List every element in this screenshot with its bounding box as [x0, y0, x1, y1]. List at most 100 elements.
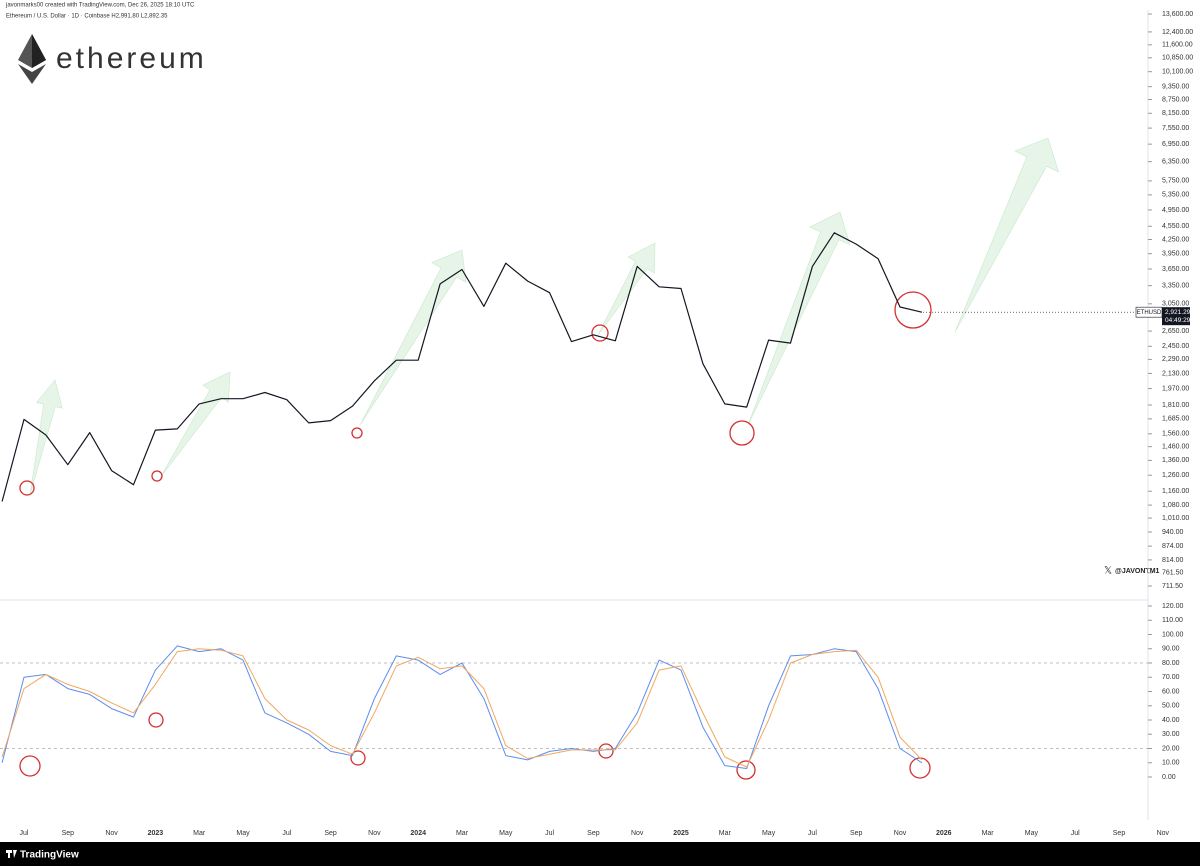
y-tick-label: 711.50 [1162, 583, 1183, 590]
trend-arrow [159, 371, 231, 479]
y-tick-label: 3,650.00 [1162, 266, 1189, 273]
y-tick-label: 80.00 [1162, 660, 1180, 667]
footer-bar [0, 842, 1200, 866]
y-tick-label: 2,290.00 [1162, 356, 1189, 363]
x-tick-label: May [236, 830, 250, 837]
x-tick-label: Mar [719, 830, 732, 837]
y-tick-label: 1,685.00 [1162, 416, 1189, 423]
x-tick-label: May [499, 830, 513, 837]
trend-arrow [29, 379, 63, 496]
x-tick-label: Jul [282, 830, 291, 837]
highlight-circle [351, 427, 363, 439]
trend-arrow [954, 137, 1060, 333]
highlight-circle [148, 712, 164, 728]
x-tick-label: Jul [545, 830, 554, 837]
price-tag-label: 2,921.29 [1165, 309, 1191, 316]
y-tick-label: 940.00 [1162, 529, 1184, 536]
trend-arrow [359, 249, 467, 426]
y-tick-label: 100.00 [1162, 631, 1184, 638]
x-tick-label: Jul [808, 830, 817, 837]
y-tick-label: 2,450.00 [1162, 343, 1189, 350]
y-tick-label: 10.00 [1162, 760, 1180, 767]
x-tick-label: 2023 [148, 830, 164, 837]
y-tick-label: 1,260.00 [1162, 472, 1189, 479]
y-tick-label: 70.00 [1162, 674, 1180, 681]
y-tick-label: 2,650.00 [1162, 328, 1189, 335]
x-tick-label: Nov [105, 830, 118, 837]
x-tick-label: May [762, 830, 776, 837]
y-tick-label: 5,350.00 [1162, 192, 1189, 199]
y-tick-label: 13,600.00 [1162, 11, 1193, 18]
trend-arrow [747, 211, 851, 426]
y-tick-label: 9,350.00 [1162, 83, 1189, 90]
y-tick-label: 90.00 [1162, 646, 1180, 653]
symbol-tag-label: ETHUSD [1137, 310, 1162, 316]
tv-logo [6, 850, 17, 858]
y-tick-label: 120.00 [1162, 603, 1184, 610]
y-tick-label: 1,010.00 [1162, 515, 1189, 522]
trend-arrow [597, 242, 656, 336]
x-tick-label: Sep [62, 830, 75, 837]
x-tick-label: Mar [193, 830, 206, 837]
y-tick-label: 40.00 [1162, 717, 1180, 724]
countdown-label: 04:49:29 [1165, 317, 1191, 324]
x-tick-label: Jul [20, 830, 29, 837]
x-tick-label: Sep [587, 830, 600, 837]
x-tick-label: Nov [1157, 830, 1170, 837]
x-tick-label: Nov [894, 830, 907, 837]
x-tick-label: 2026 [936, 830, 952, 837]
x-tick-label: Nov [631, 830, 644, 837]
y-tick-label: 3,950.00 [1162, 251, 1189, 258]
x-icon: 𝕏 [1104, 566, 1112, 577]
y-tick-label: 4,950.00 [1162, 207, 1189, 214]
highlight-circle [729, 420, 755, 446]
y-tick-label: 1,080.00 [1162, 502, 1189, 509]
y-tick-label: 30.00 [1162, 731, 1180, 738]
y-tick-label: 10,850.00 [1162, 55, 1193, 62]
watermark: @JAVONTM1 [1115, 568, 1160, 575]
highlight-circle [151, 470, 163, 482]
x-tick-label: Nov [368, 830, 381, 837]
y-tick-label: 110.00 [1162, 617, 1183, 624]
x-tick-label: Jul [1071, 830, 1080, 837]
highlight-circle [591, 324, 609, 342]
logo-text: ethereum [56, 42, 207, 75]
highlight-circle [19, 480, 35, 496]
footer-brand: TradingView [20, 850, 79, 861]
x-tick-label: Mar [982, 830, 995, 837]
y-tick-label: 8,150.00 [1162, 110, 1189, 117]
y-tick-label: 50.00 [1162, 703, 1180, 710]
y-tick-label: 1,160.00 [1162, 488, 1189, 495]
price-tag [1162, 307, 1190, 326]
x-tick-label: Mar [456, 830, 469, 837]
annotations [19, 137, 1060, 780]
series-line [1, 648, 923, 768]
y-tick-label: 7,550.00 [1162, 125, 1189, 132]
y-tick-label: 1,970.00 [1162, 385, 1189, 392]
y-tick-label: 1,360.00 [1162, 457, 1189, 464]
y-tick-label: 2,130.00 [1162, 370, 1189, 377]
eth-logo [18, 34, 46, 84]
y-tick-label: 1,560.00 [1162, 431, 1189, 438]
header-symbol: Ethereum / U.S. Dollar · 1D · Coinbase H… [6, 14, 168, 20]
x-tick-label: May [1025, 830, 1039, 837]
y-tick-label: 3,350.00 [1162, 282, 1189, 289]
y-tick-label: 814.00 [1162, 557, 1184, 564]
y-tick-label: 4,250.00 [1162, 236, 1189, 243]
y-tick-label: 3,050.00 [1162, 301, 1189, 308]
y-tick-label: 12,400.00 [1162, 29, 1193, 36]
y-tick-label: 4,550.00 [1162, 223, 1189, 230]
highlight-circle [350, 750, 366, 766]
y-tick-label: 5,750.00 [1162, 178, 1189, 185]
y-tick-label: 20.00 [1162, 745, 1180, 752]
x-tick-label: Sep [850, 830, 863, 837]
x-tick-label: Sep [324, 830, 337, 837]
y-tick-label: 10,100.00 [1162, 69, 1193, 76]
y-tick-label: 8,750.00 [1162, 96, 1189, 103]
x-tick-label: Sep [1113, 830, 1126, 837]
y-tick-label: 6,950.00 [1162, 141, 1189, 148]
series-line [1, 645, 923, 769]
x-tick-label: 2024 [410, 830, 426, 837]
